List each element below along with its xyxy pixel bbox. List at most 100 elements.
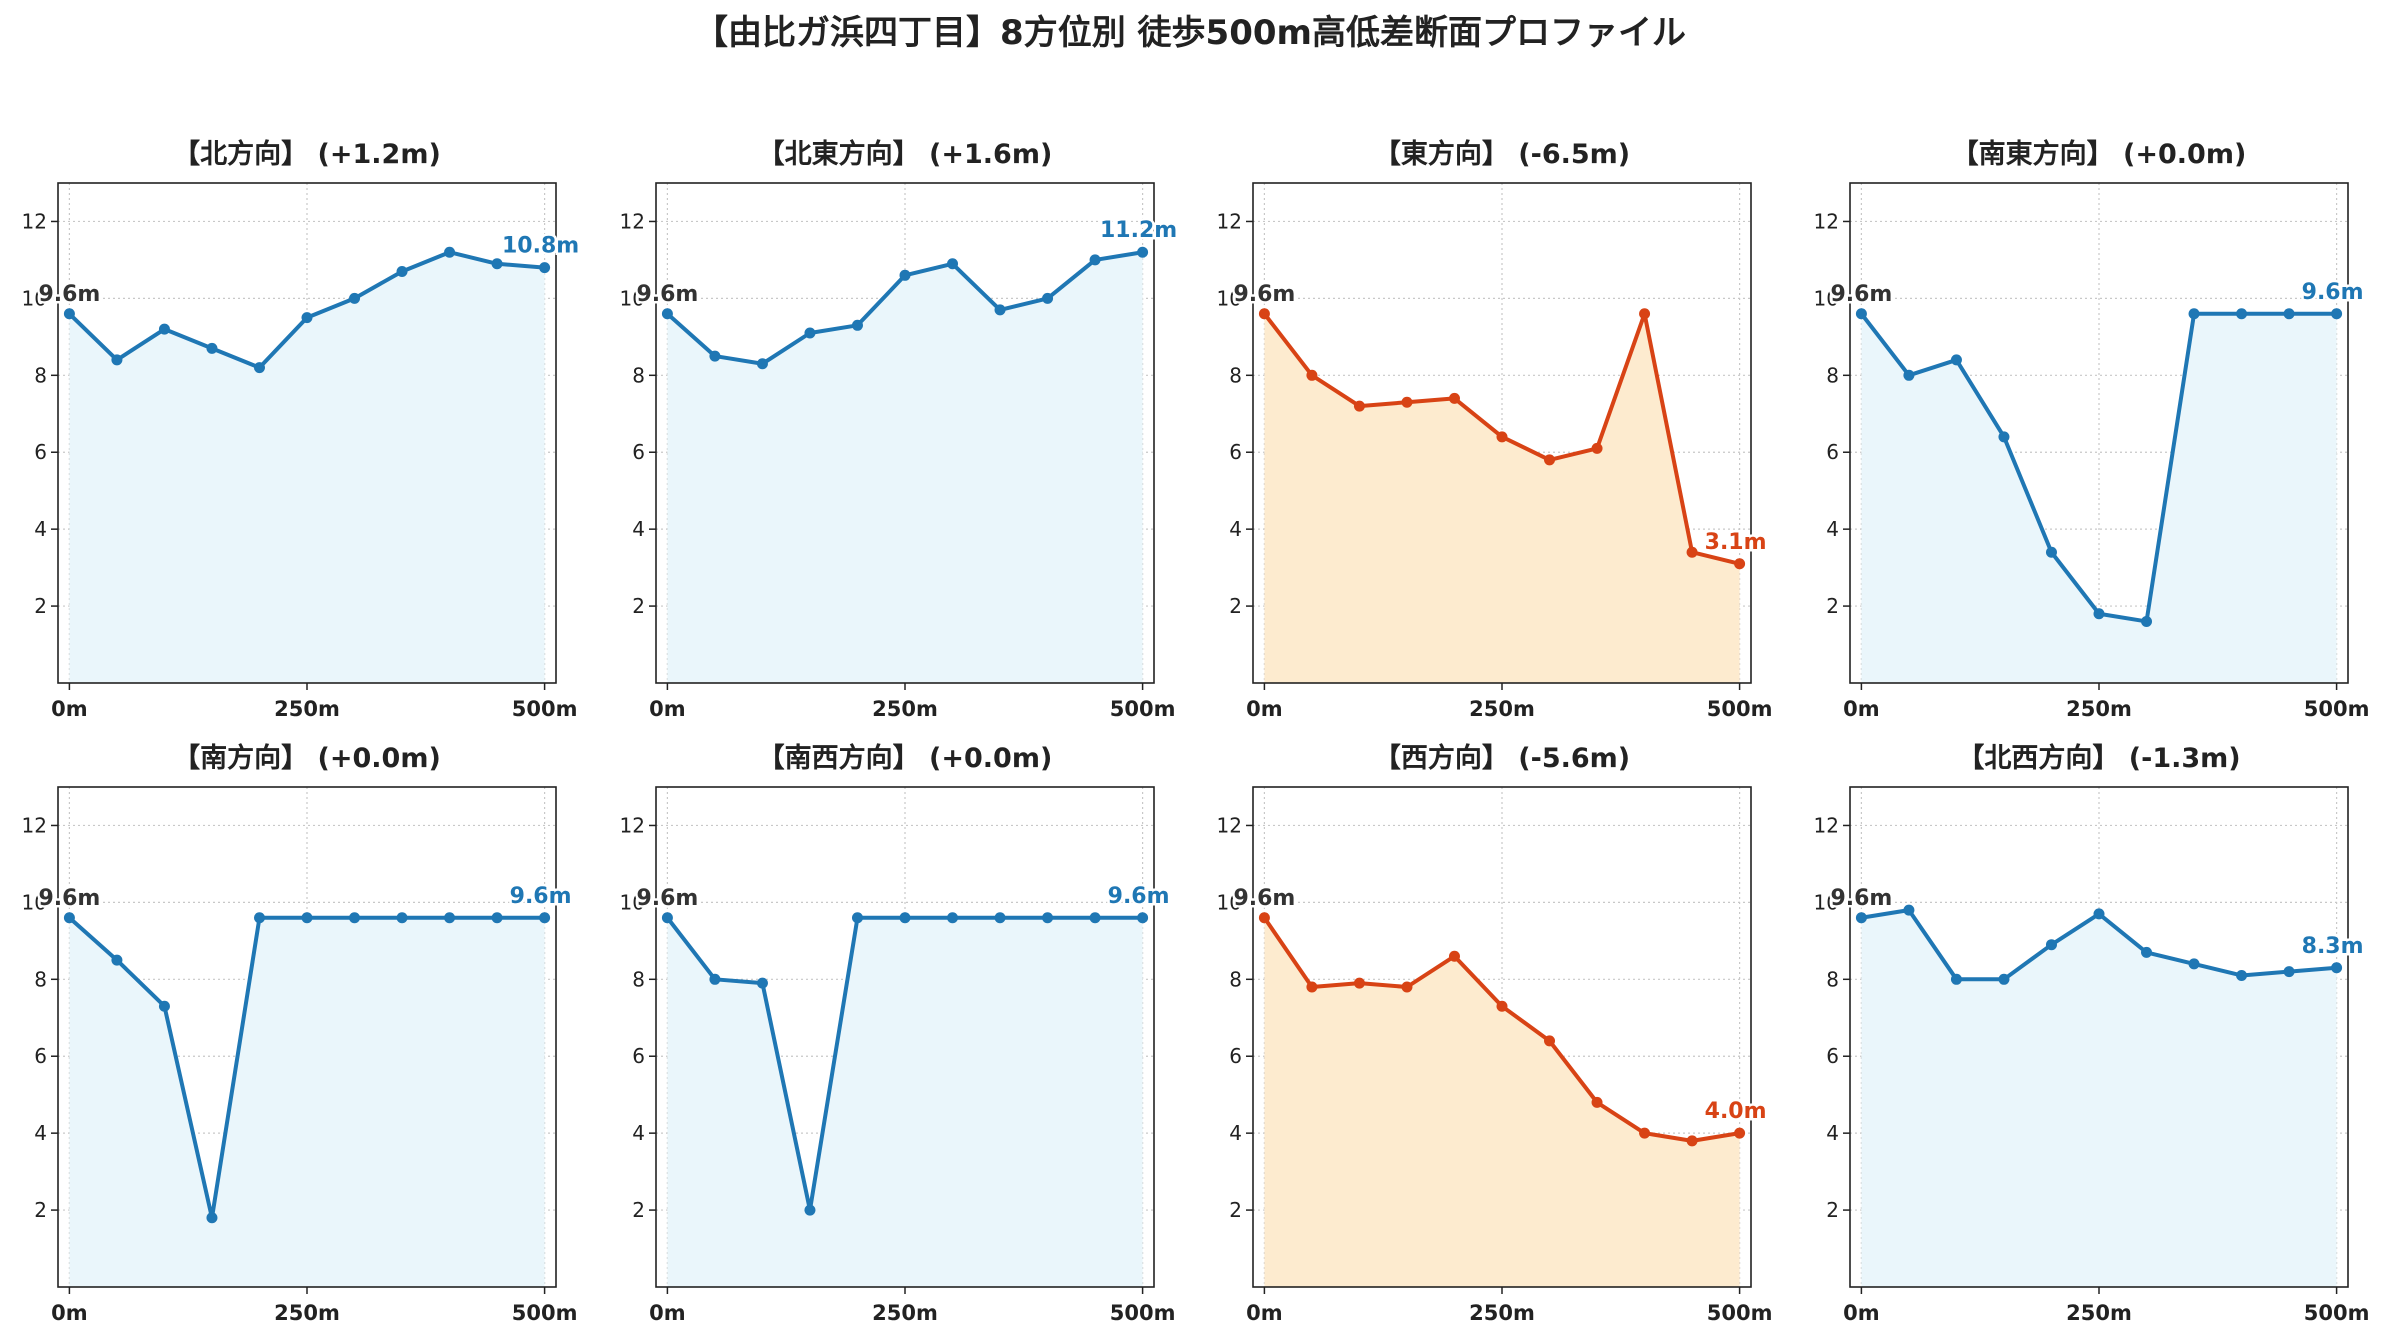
end-value-label: 4.0m [1705,1099,1767,1124]
data-point [253,912,265,924]
panel-7: 【西方向】 (-5.6m) 2 4 6 8 10 12 0m 250m 500m 9.6m 4.0m [1217,742,1773,1325]
data-point [1353,400,1365,412]
data-point [1137,246,1149,258]
x-tick-label: 0m [1246,697,1283,721]
data-point [1591,442,1603,454]
x-tick-label: 500m [2304,1301,2370,1325]
data-point [1306,981,1318,993]
x-tick-label: 500m [512,1301,578,1325]
data-point [1734,1127,1746,1139]
data-point [63,308,75,320]
y-tick-label: 2 [1229,594,1242,618]
x-tick-label: 250m [274,1301,340,1325]
data-point [1448,392,1460,404]
panel-title: 【北西方向】 (-1.3m) [1957,742,2240,774]
data-point [2093,608,2105,620]
data-point [1686,546,1698,558]
y-tick-label: 4 [34,1121,47,1145]
y-tick-label: 10 [620,890,645,914]
data-point [1734,558,1746,570]
data-point [444,912,456,924]
data-point [539,912,551,924]
y-tick-label: 2 [632,1198,645,1222]
y-tick-label: 8 [34,967,47,991]
data-point [947,912,959,924]
data-point [2141,946,2153,958]
data-point [661,308,673,320]
data-point [1042,292,1054,304]
x-tick-label: 250m [2066,697,2132,721]
y-tick-label: 6 [632,440,645,464]
data-point [301,912,313,924]
data-point [396,265,408,277]
panel-8: 【北西方向】 (-1.3m) 2 4 6 8 10 12 0m 250m 500m 9.6m 8.3m [1814,742,2370,1325]
end-value-label: 11.2m [1100,218,1177,243]
data-point [491,258,503,270]
y-tick-label: 12 [1814,813,1839,837]
x-tick-label: 250m [1469,697,1535,721]
data-point [1089,254,1101,266]
y-tick-label: 10 [1217,286,1242,310]
y-tick-label: 8 [1229,967,1242,991]
data-point [1639,308,1651,320]
start-value-label: 9.6m [1830,886,1892,911]
data-point [709,350,721,362]
y-tick-label: 8 [632,967,645,991]
data-point [1544,454,1556,466]
data-point [1042,912,1054,924]
start-value-label: 9.6m [1233,282,1295,307]
panel-title: 【西方向】 (-5.6m) [1374,742,1630,774]
data-point [111,354,123,366]
data-point [756,358,768,370]
start-value-label: 9.6m [636,886,698,911]
area-fill [69,252,545,683]
data-point [1496,1000,1508,1012]
panel-6: 【南西方向】 (+0.0m) 2 4 6 8 10 12 0m 250m 500m 9.6m 9.6m [620,742,1176,1325]
y-tick-label: 6 [1826,440,1839,464]
y-tick-label: 6 [34,1044,47,1068]
y-tick-label: 4 [1826,1121,1839,1145]
data-point [804,327,816,339]
data-point [158,323,170,335]
data-point [158,1000,170,1012]
y-tick-label: 4 [632,517,645,541]
data-point [2236,969,2248,981]
data-point [396,912,408,924]
y-tick-label: 4 [1229,1121,1242,1145]
data-point [1998,431,2010,443]
data-point [851,319,863,331]
data-point [111,954,123,966]
data-point [1401,981,1413,993]
y-tick-label: 2 [34,594,47,618]
x-tick-label: 0m [51,1301,88,1325]
data-point [2093,908,2105,920]
y-tick-label: 6 [1826,1044,1839,1068]
y-tick-label: 12 [22,813,47,837]
y-tick-label: 12 [620,209,645,233]
panel-title: 【東方向】 (-6.5m) [1374,138,1630,170]
start-value-label: 9.6m [1830,282,1892,307]
data-point [804,1204,816,1216]
x-tick-label: 250m [274,697,340,721]
data-point [253,362,265,374]
y-tick-label: 10 [1217,890,1242,914]
data-point [2331,308,2343,320]
y-tick-label: 4 [1229,517,1242,541]
data-point [2045,546,2057,558]
data-point [539,262,551,274]
data-point [1089,912,1101,924]
y-tick-label: 10 [620,286,645,310]
x-tick-label: 500m [512,697,578,721]
data-point [1544,1035,1556,1047]
data-point [1353,977,1365,989]
y-tick-label: 10 [1814,286,1839,310]
data-point [2283,966,2295,978]
area-fill [69,917,545,1287]
data-point [1903,369,1915,381]
data-point [206,342,218,354]
data-point [206,1212,218,1224]
data-point [851,912,863,924]
data-point [1258,912,1270,924]
y-tick-label: 8 [1826,967,1839,991]
data-point [1496,431,1508,443]
